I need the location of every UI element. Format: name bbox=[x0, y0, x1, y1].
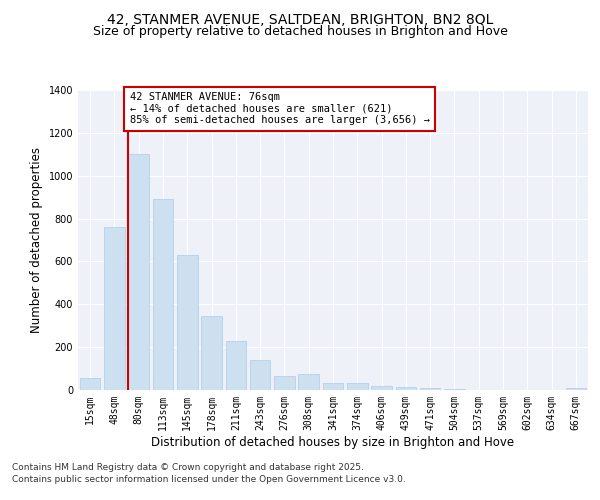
Bar bbox=[395, 387, 416, 390]
Text: Contains public sector information licensed under the Open Government Licence v3: Contains public sector information licen… bbox=[12, 475, 406, 484]
Bar bbox=[177, 255, 197, 390]
Text: Size of property relative to detached houses in Brighton and Hove: Size of property relative to detached ho… bbox=[92, 25, 508, 38]
Bar bbox=[152, 200, 173, 390]
Bar bbox=[250, 360, 271, 390]
Y-axis label: Number of detached properties: Number of detached properties bbox=[30, 147, 43, 333]
Bar bbox=[420, 388, 440, 390]
Bar bbox=[347, 382, 368, 390]
Text: 42 STANMER AVENUE: 76sqm
← 14% of detached houses are smaller (621)
85% of semi-: 42 STANMER AVENUE: 76sqm ← 14% of detach… bbox=[130, 92, 430, 126]
Bar bbox=[226, 340, 246, 390]
Bar bbox=[298, 374, 319, 390]
Bar bbox=[201, 316, 222, 390]
Bar bbox=[274, 376, 295, 390]
Bar bbox=[371, 386, 392, 390]
Text: 42, STANMER AVENUE, SALTDEAN, BRIGHTON, BN2 8QL: 42, STANMER AVENUE, SALTDEAN, BRIGHTON, … bbox=[107, 12, 493, 26]
Bar bbox=[566, 388, 586, 390]
Text: Contains HM Land Registry data © Crown copyright and database right 2025.: Contains HM Land Registry data © Crown c… bbox=[12, 462, 364, 471]
Bar bbox=[128, 154, 149, 390]
Bar bbox=[80, 378, 100, 390]
X-axis label: Distribution of detached houses by size in Brighton and Hove: Distribution of detached houses by size … bbox=[151, 436, 515, 448]
Bar bbox=[104, 227, 125, 390]
Bar bbox=[323, 382, 343, 390]
